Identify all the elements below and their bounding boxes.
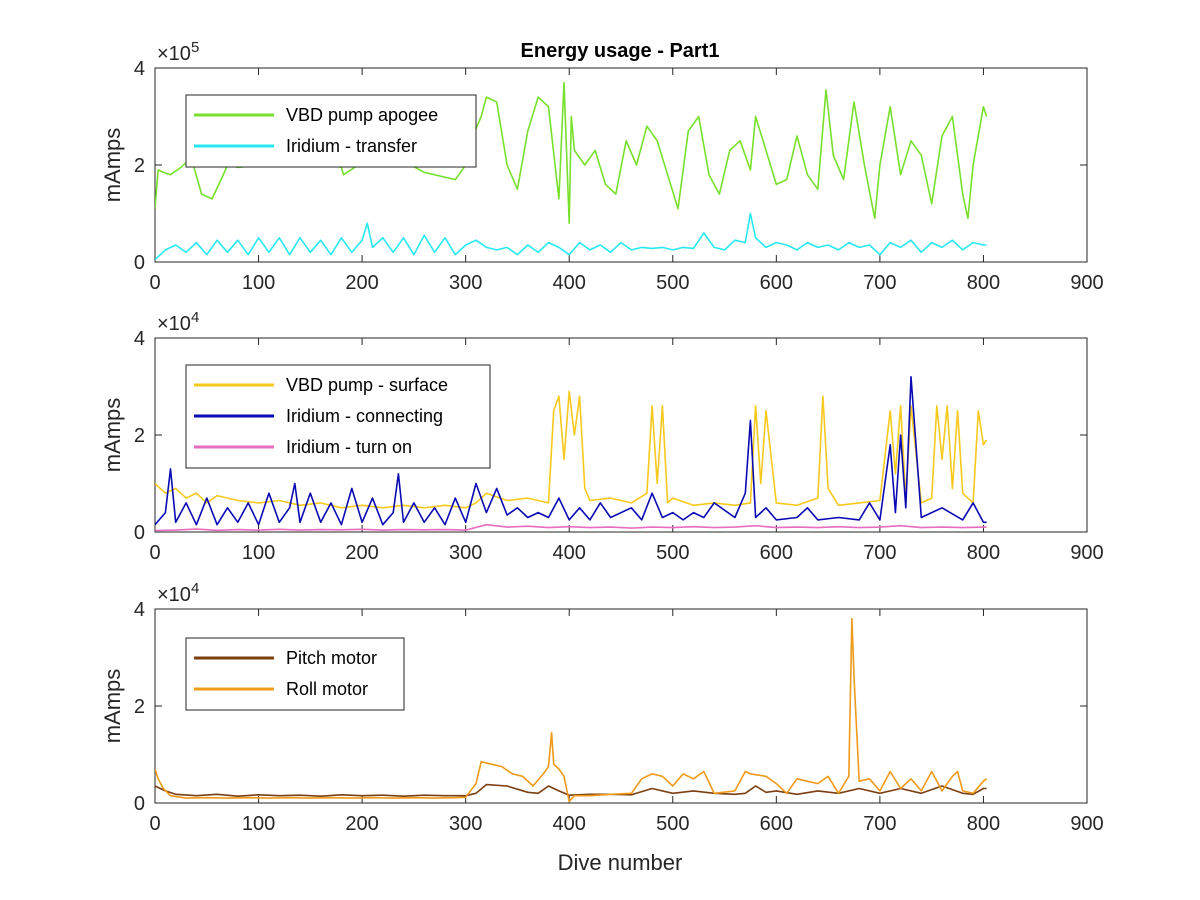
y-axis-label: mAmps [100,398,125,473]
legend-entry-label: Iridium - transfer [286,136,417,156]
series-line-pitch-motor [155,783,987,798]
y-tick-label: 2 [134,696,145,718]
x-tick-label: 400 [553,813,586,835]
y-tick-label: 0 [134,252,145,274]
legend-entry-label: Iridium - turn on [286,437,412,457]
legend-box [185,637,405,711]
x-tick-label: 100 [242,272,275,294]
x-tick-label: 500 [656,272,689,294]
x-tick-label: 900 [1070,813,1103,835]
y-axis-multiplier: ×105 [157,39,199,65]
x-tick-label: 300 [449,542,482,564]
x-tick-label: 200 [345,272,378,294]
x-tick-label: 600 [760,272,793,294]
series-line-iridium-transfer [155,212,987,261]
legend-entry-label: VBD pump - surface [286,375,448,395]
chart-panels: 0 100 200 300 400 500 600 700 800 900024×105mAmps… [100,39,1104,835]
legend-entry-label: VBD pump apogee [286,105,438,125]
x-axis-label: Dive number [558,850,683,875]
x-tick-label: 400 [553,542,586,564]
x-tick-label: 0 [149,272,160,294]
x-tick-label: 300 [449,272,482,294]
y-tick-label: 2 [134,155,145,177]
y-axis-exponent: 4 [191,580,199,597]
x-tick-label: 500 [656,813,689,835]
x-tick-label: 600 [760,542,793,564]
x-tick-label: 100 [242,813,275,835]
series-line-iridium-connecting [155,375,987,526]
y-tick-label: 0 [134,793,145,815]
x-tick-label: 0 [149,542,160,564]
x-tick-label: 600 [760,813,793,835]
series-line-iridium-turn-on [155,523,987,532]
x-tick-label: 300 [449,813,482,835]
legend-entry-label: Iridium - connecting [286,406,443,426]
y-axis-label: mAmps [100,669,125,744]
x-tick-label: 100 [242,542,275,564]
x-tick-label: 700 [863,542,896,564]
legend-entry-label: Pitch motor [286,648,377,668]
chart-panel-3: 0 100 200 300 400 500 600 700 800 900024×104mAmps… [100,580,1104,835]
x-tick-label: 400 [553,272,586,294]
y-axis-exponent: 4 [191,309,199,326]
y-axis-multiplier: ×104 [157,580,199,606]
x-tick-label: 700 [863,272,896,294]
x-tick-label: 800 [967,542,1000,564]
x-tick-label: 200 [345,542,378,564]
x-tick-label: 700 [863,813,896,835]
y-tick-label: 2 [134,425,145,447]
y-tick-label: 0 [134,522,145,544]
x-tick-label: 800 [967,272,1000,294]
chart-panel-2: 0 100 200 300 400 500 600 700 800 900024×104mAmps… [100,309,1104,564]
y-axis-exponent: 5 [191,39,199,56]
x-tick-label: 0 [149,813,160,835]
chart-panel-1: 0 100 200 300 400 500 600 700 800 900 0 2 4 ×105 mAmps… [100,39,1104,294]
x-tick-label: 900 [1070,542,1103,564]
y-axis-label: mAmps [100,128,125,203]
series-line-vbd-pump-surface [155,390,988,509]
legend-box [185,94,477,168]
y-axis-multiplier: ×104 [157,309,199,335]
x-tick-label: 900 [1070,272,1103,294]
x-tick-label: 200 [345,813,378,835]
series-line-roll-motor [155,617,988,803]
x-tick-label: 800 [967,813,1000,835]
figure-title: Energy usage - Part1 [521,40,720,62]
y-tick-label: 4 [134,328,145,350]
legend-entry-label: Roll motor [286,679,368,699]
x-tick-label: 500 [656,542,689,564]
y-tick-label: 4 [134,58,145,80]
y-tick-label: 4 [134,599,145,621]
